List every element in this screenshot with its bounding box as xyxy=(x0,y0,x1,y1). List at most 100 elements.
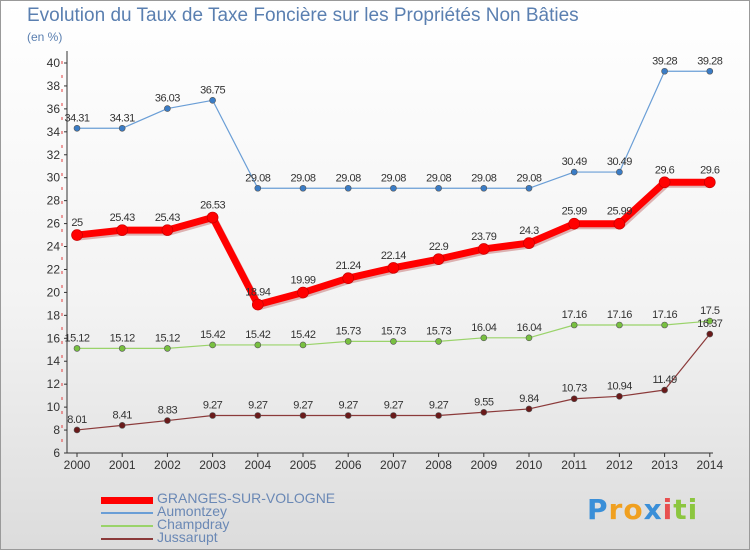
data-label: 30.49 xyxy=(607,156,632,168)
data-label: 17.16 xyxy=(652,309,677,321)
data-label: 25.43 xyxy=(155,212,180,224)
y-tick-label: 16 xyxy=(47,331,61,345)
data-point xyxy=(344,184,352,192)
data-point xyxy=(661,67,668,75)
data-point xyxy=(570,321,578,329)
logo-letter: t xyxy=(673,493,688,526)
x-tick-label: 2005 xyxy=(290,458,317,472)
data-label: 29.08 xyxy=(426,172,451,184)
data-label: 29.08 xyxy=(471,172,496,184)
logo-letter: r xyxy=(608,493,624,526)
y-tick-label: 30 xyxy=(47,171,61,185)
x-tick-label: 2009 xyxy=(470,458,497,472)
data-label: 22.9 xyxy=(429,241,449,253)
data-point xyxy=(661,386,668,394)
y-tick-label: 10 xyxy=(47,400,61,414)
data-point xyxy=(390,338,397,345)
data-point xyxy=(661,321,668,329)
data-point xyxy=(435,184,442,192)
data-point xyxy=(73,345,81,352)
data-point xyxy=(432,253,445,265)
data-label: 11.49 xyxy=(652,374,677,386)
data-point xyxy=(570,395,578,403)
data-label: 15.73 xyxy=(426,325,451,337)
data-label: 15.73 xyxy=(381,325,406,337)
data-label: 9.27 xyxy=(293,399,313,411)
data-label: 34.31 xyxy=(64,112,89,124)
legend-swatch xyxy=(101,512,153,514)
data-point xyxy=(477,243,490,255)
data-point xyxy=(206,211,219,224)
data-point xyxy=(71,229,83,241)
data-label: 21.24 xyxy=(336,260,361,272)
data-point xyxy=(703,176,716,189)
data-point xyxy=(390,412,397,419)
logo-letter: o xyxy=(623,493,644,526)
data-point xyxy=(164,345,171,352)
legend-label: Jussarupt xyxy=(157,529,218,545)
data-point xyxy=(613,217,626,230)
data-point xyxy=(73,426,81,434)
data-label: 22.14 xyxy=(381,250,406,262)
x-tick-label: 2011 xyxy=(561,458,587,472)
y-tick-label: 22 xyxy=(47,262,61,276)
y-tick-label: 40 xyxy=(47,56,61,70)
data-label: 15.12 xyxy=(64,332,89,344)
data-label: 9.27 xyxy=(248,399,268,411)
data-label: 9.27 xyxy=(338,399,358,411)
data-point xyxy=(658,176,671,189)
series-line-aumontzey xyxy=(77,70,710,189)
data-point xyxy=(164,417,171,424)
data-label: 39.28 xyxy=(697,55,722,67)
data-label: 25.99 xyxy=(607,206,632,218)
data-point xyxy=(523,237,535,249)
data-label: 25.43 xyxy=(110,212,135,224)
data-point xyxy=(435,412,442,419)
data-point xyxy=(118,124,126,132)
x-tick-label: 2000 xyxy=(64,458,91,472)
data-label: 39.28 xyxy=(652,55,677,67)
data-point xyxy=(118,345,126,352)
y-tick-label: 24 xyxy=(47,240,61,254)
data-label: 36.03 xyxy=(155,93,180,105)
data-label: 8.01 xyxy=(67,414,87,426)
logo-letter: x xyxy=(643,493,663,526)
data-point xyxy=(209,341,216,349)
x-tick-label: 2003 xyxy=(199,458,226,472)
y-tick-label: 28 xyxy=(47,194,61,208)
data-label: 17.16 xyxy=(607,309,632,321)
y-tick-label: 26 xyxy=(47,217,61,231)
data-point xyxy=(209,412,216,419)
data-label: 34.31 xyxy=(110,112,135,124)
data-point xyxy=(616,168,623,176)
series-line-granges xyxy=(76,178,710,309)
x-tick-label: 2002 xyxy=(154,458,181,472)
data-point xyxy=(435,338,442,345)
data-label: 15.12 xyxy=(110,332,135,344)
data-label: 29.08 xyxy=(290,172,315,184)
y-tick-label: 38 xyxy=(47,79,61,93)
data-point xyxy=(616,393,623,400)
data-label: 19.99 xyxy=(290,275,315,287)
data-label: 15.42 xyxy=(245,329,270,341)
data-label: 16.04 xyxy=(471,322,496,334)
y-axis-unit-label: (en %) xyxy=(27,30,63,44)
series-line-shadow xyxy=(78,180,712,311)
data-label: 29.08 xyxy=(516,172,541,184)
data-label: 17.16 xyxy=(562,309,587,321)
data-label: 18.94 xyxy=(245,287,270,299)
data-point xyxy=(390,184,397,192)
data-label: 15.73 xyxy=(336,325,361,337)
logo-letter: i xyxy=(687,493,699,526)
data-point xyxy=(480,334,488,342)
data-point xyxy=(525,184,533,192)
data-point xyxy=(297,286,309,299)
legend-swatch xyxy=(101,496,153,504)
data-label: 10.73 xyxy=(562,383,587,395)
x-tick-label: 2007 xyxy=(380,458,407,472)
data-point xyxy=(342,272,355,284)
legend-label: Aumontzey xyxy=(157,503,228,519)
data-point xyxy=(209,96,216,104)
y-tick-label: 18 xyxy=(47,308,61,322)
